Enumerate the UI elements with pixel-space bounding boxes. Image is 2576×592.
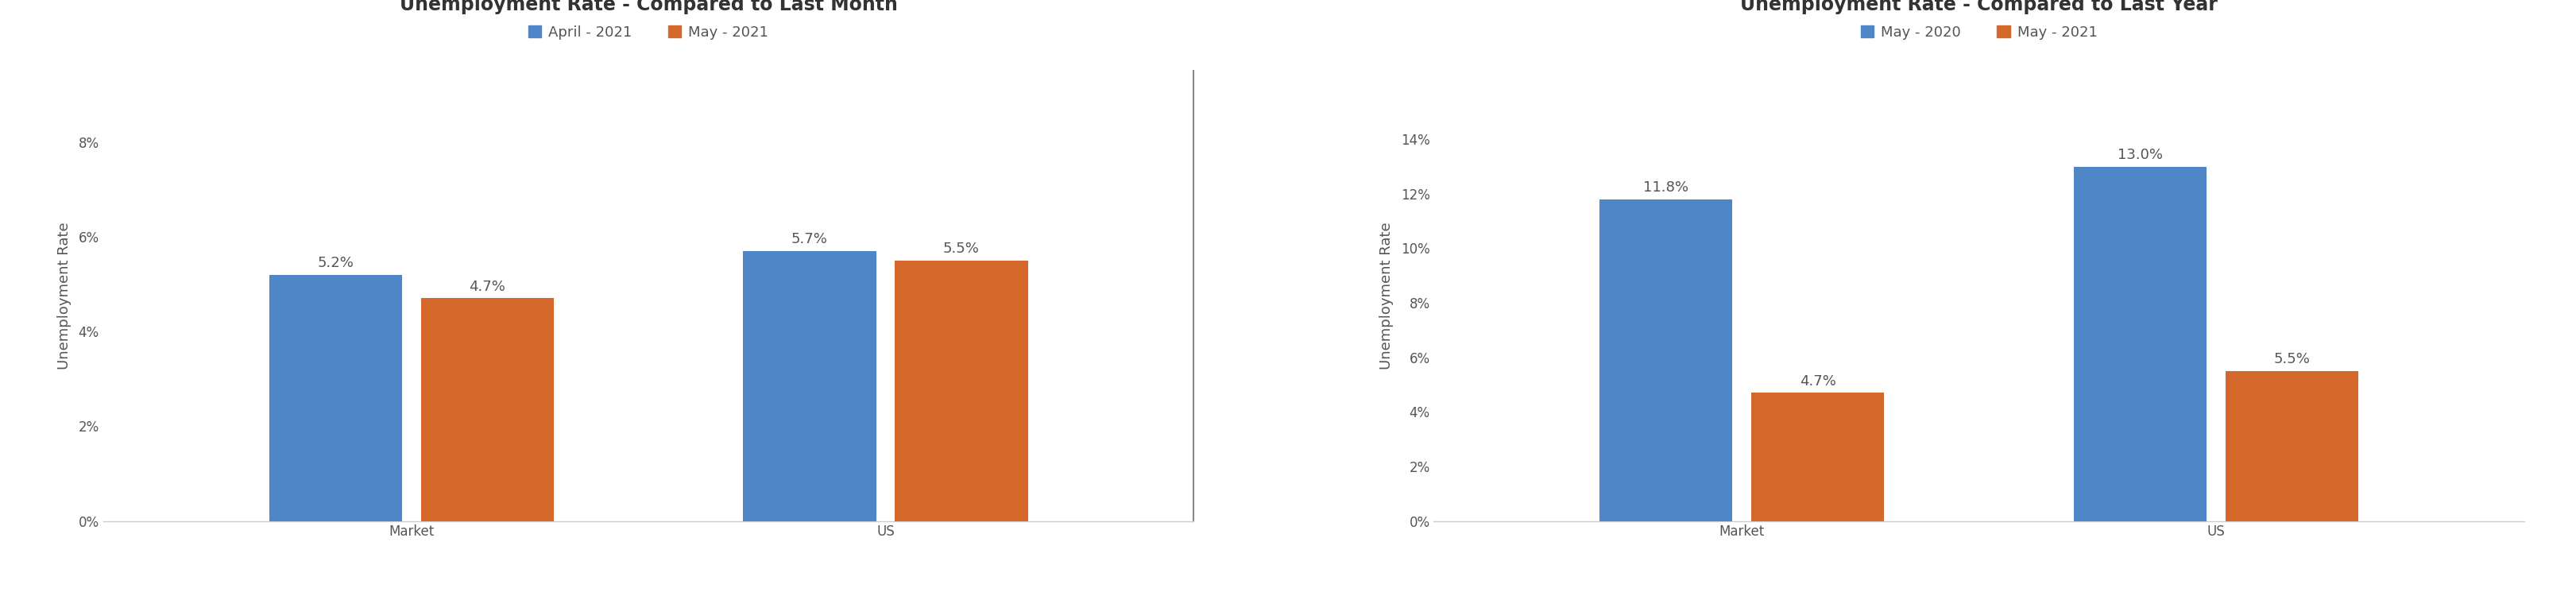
Text: 4.7%: 4.7% bbox=[469, 279, 505, 294]
Bar bbox=[420, 298, 554, 521]
Legend: May - 2020, May - 2021: May - 2020, May - 2021 bbox=[1855, 20, 2102, 46]
Text: 4.7%: 4.7% bbox=[1801, 374, 1837, 388]
Y-axis label: Unemployment Rate: Unemployment Rate bbox=[1381, 222, 1394, 370]
Text: 5.5%: 5.5% bbox=[943, 242, 979, 256]
Text: 5.2%: 5.2% bbox=[317, 256, 353, 270]
Text: 11.8%: 11.8% bbox=[1643, 181, 1690, 195]
Bar bbox=[2074, 166, 2208, 521]
Bar bbox=[268, 275, 402, 521]
Bar bbox=[894, 260, 1028, 521]
Legend: April - 2021, May - 2021: April - 2021, May - 2021 bbox=[523, 20, 773, 46]
Text: 5.7%: 5.7% bbox=[791, 232, 827, 246]
Bar bbox=[2226, 371, 2360, 521]
Text: 5.5%: 5.5% bbox=[2275, 352, 2311, 366]
Bar bbox=[1600, 199, 1734, 521]
Bar bbox=[744, 251, 876, 521]
Bar bbox=[1752, 393, 1883, 521]
Title: Unemployment Rate - Compared to Last Year: Unemployment Rate - Compared to Last Yea… bbox=[1741, 0, 2218, 14]
Text: 13.0%: 13.0% bbox=[2117, 147, 2164, 162]
Title: Unemployment Rate - Compared to Last Month: Unemployment Rate - Compared to Last Mon… bbox=[399, 0, 896, 14]
Y-axis label: Unemployment Rate: Unemployment Rate bbox=[57, 222, 72, 370]
